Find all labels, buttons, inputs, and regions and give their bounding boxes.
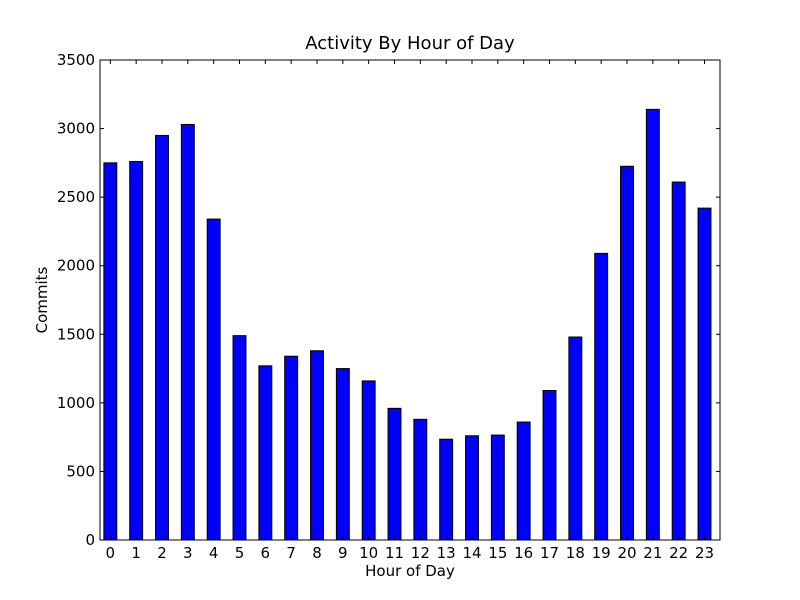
x-tick-label: 3	[183, 544, 193, 562]
bar-hour-16	[516, 421, 531, 541]
x-tick-label: 14	[462, 544, 481, 562]
x-tick-label: 5	[235, 544, 245, 562]
x-tick-label: 7	[286, 544, 296, 562]
plot-frame	[99, 59, 721, 541]
bar-hour-2	[155, 134, 169, 541]
x-tick-label: 20	[617, 544, 636, 562]
x-ticks-group: 0 1 2 3 4 5 6 7 8 9 10 11 12 13 14 15 16 17 18 19 20 21 22 23	[106, 60, 714, 562]
bar-hour-1	[129, 160, 144, 541]
x-tick-label: 19	[592, 544, 611, 562]
bar-hour-7	[284, 355, 299, 541]
bar-hour-11	[387, 407, 402, 541]
bar-hour-8	[310, 350, 324, 541]
x-tick-label: 23	[695, 544, 714, 562]
bar-hour-23	[697, 207, 712, 541]
bar-hour-6	[258, 365, 273, 541]
x-tick-label: 4	[209, 544, 219, 562]
x-tick-label: 16	[514, 544, 533, 562]
bar-hour-12	[413, 418, 428, 541]
bar-hour-20	[620, 165, 634, 541]
y-tick-label: 1500	[57, 325, 95, 343]
bar-hour-13	[439, 438, 454, 541]
x-tick-label: 8	[312, 544, 322, 562]
bar-hour-14	[465, 435, 479, 541]
x-tick-label: 1	[131, 544, 141, 562]
chart-title: Activity By Hour of Day	[305, 33, 515, 54]
y-tick-label: 2000	[57, 257, 95, 275]
x-tick-label: 13	[437, 544, 456, 562]
x-tick-label: 6	[261, 544, 271, 562]
bar-hour-18	[568, 336, 583, 541]
y-tick-label: 3000	[57, 120, 95, 138]
y-tick-label: 1000	[57, 394, 95, 412]
x-tick-label: 17	[540, 544, 559, 562]
x-tick-label: 21	[643, 544, 662, 562]
x-tick-label: 10	[359, 544, 378, 562]
bar-hour-3	[180, 123, 195, 541]
y-tick-label: 500	[66, 462, 95, 480]
bar-hour-5	[232, 335, 247, 541]
y-tick-label: 0	[85, 531, 95, 549]
bars-group	[103, 108, 712, 541]
bar-hour-22	[671, 181, 686, 541]
bar-hour-0	[103, 162, 118, 541]
x-axis-label: Hour of Day	[365, 562, 455, 580]
y-axis-label: Commits	[33, 266, 51, 333]
bar-hour-21	[645, 108, 660, 541]
x-tick-label: 18	[566, 544, 585, 562]
x-tick-label: 0	[106, 544, 116, 562]
x-tick-label: 22	[669, 544, 688, 562]
bar-hour-15	[490, 434, 505, 541]
y-ticks-group: 0 500 1000 1500 2000 2500 3000 3500	[57, 51, 720, 549]
bar-hour-10	[361, 380, 376, 541]
x-tick-label: 12	[411, 544, 430, 562]
x-tick-label: 9	[338, 544, 348, 562]
y-tick-label: 3500	[57, 51, 95, 69]
x-tick-label: 2	[157, 544, 167, 562]
x-tick-label: 11	[385, 544, 404, 562]
bar-hour-4	[206, 218, 221, 541]
bar-hour-17	[542, 390, 557, 541]
bar-hour-9	[335, 368, 350, 541]
bar-hour-19	[594, 252, 609, 541]
x-tick-label: 15	[488, 544, 507, 562]
y-tick-label: 2500	[57, 188, 95, 206]
